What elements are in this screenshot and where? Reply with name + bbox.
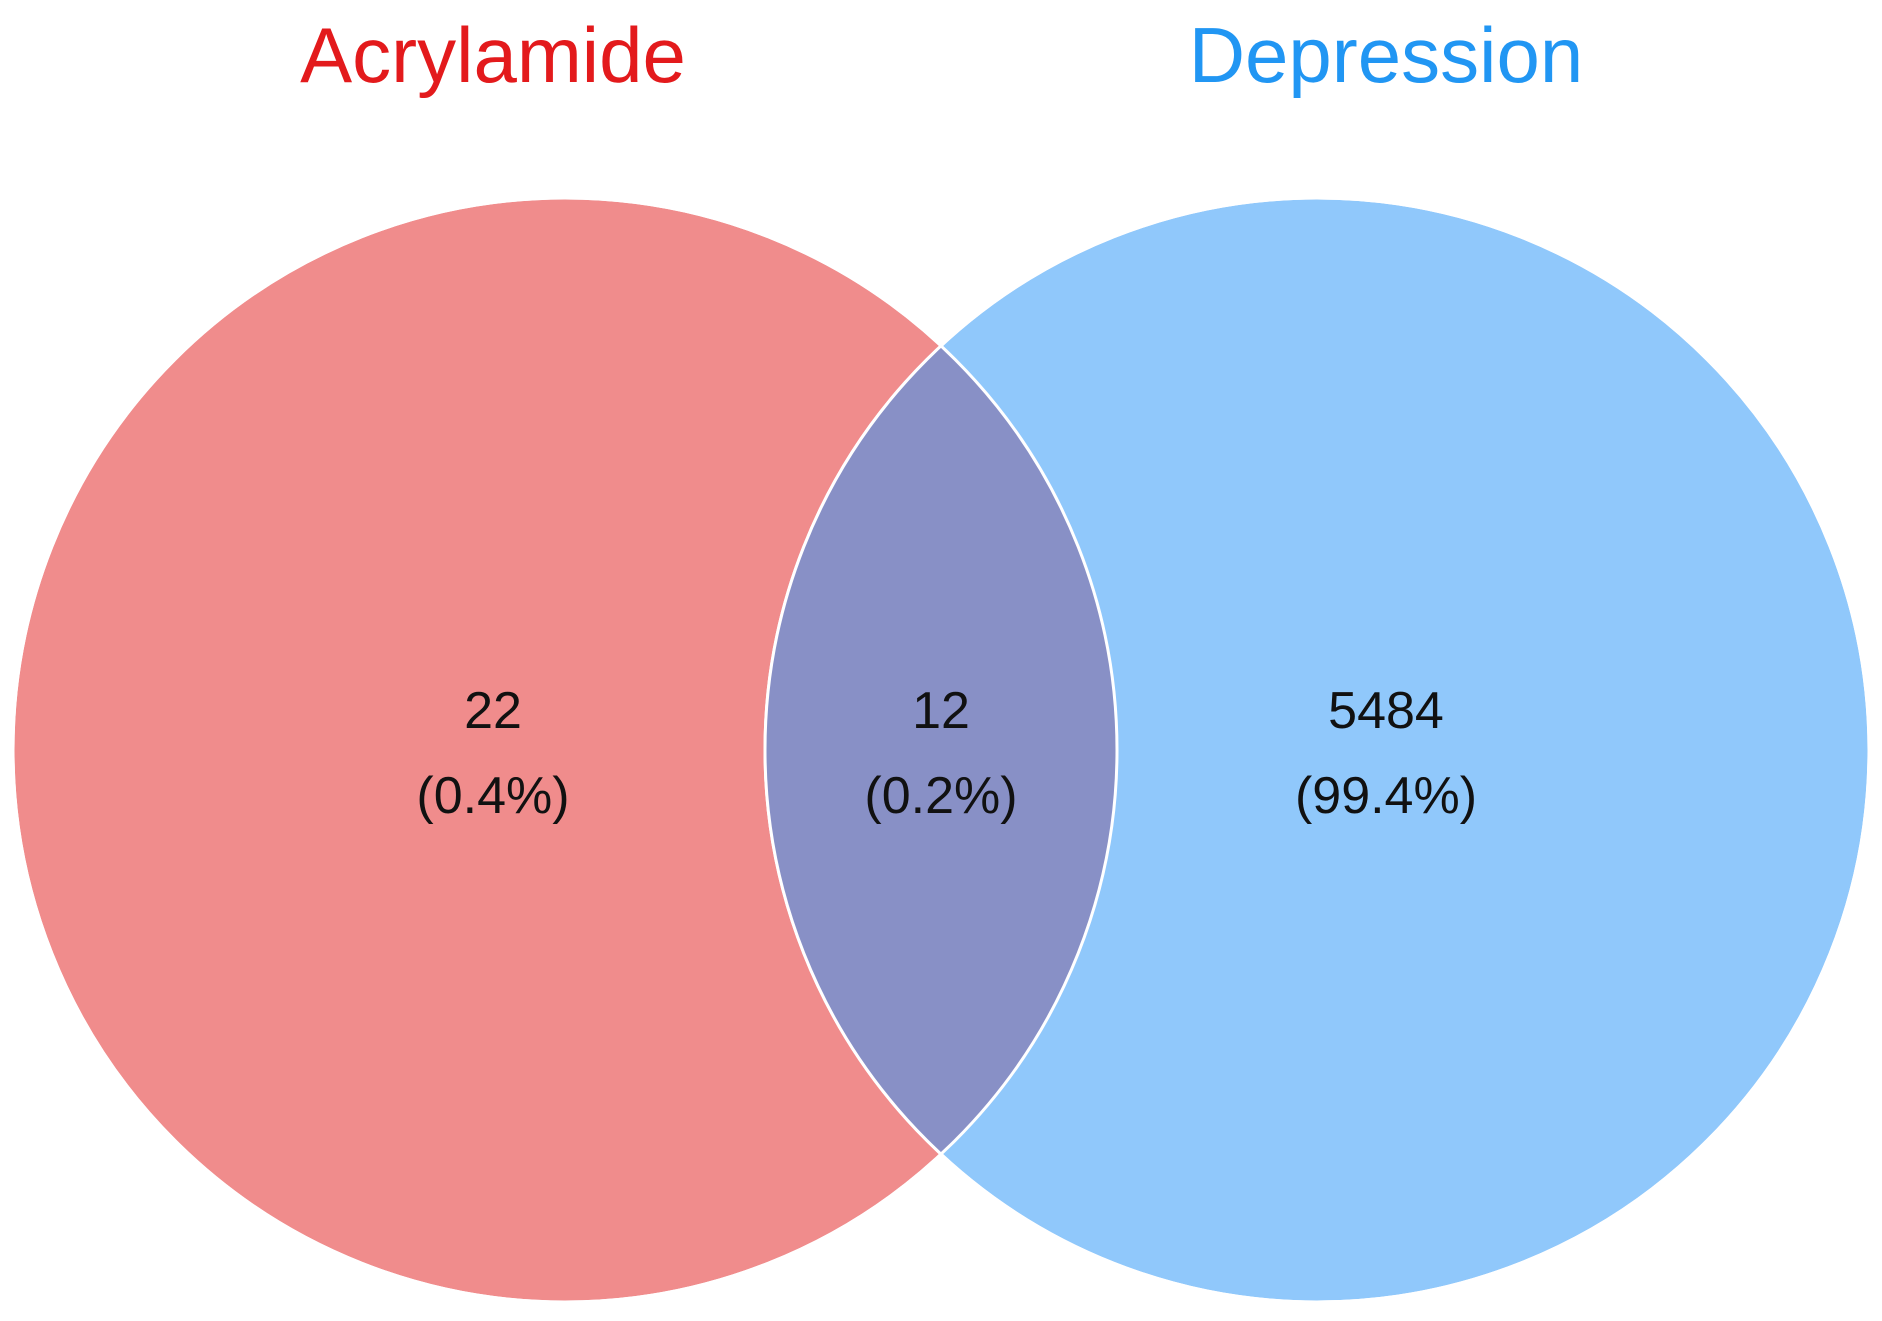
depression-boundary <box>763 196 1871 1304</box>
intersection-percent: (0.2%) <box>864 767 1017 825</box>
acrylamide-only-count: 22 <box>464 682 522 740</box>
depression-only-percent: (99.4%) <box>1295 767 1477 825</box>
acrylamide-boundary <box>11 196 1119 1304</box>
acrylamide-only-percent: (0.4%) <box>416 767 569 825</box>
intersection-count: 12 <box>912 682 970 740</box>
depression-set-title: Depression <box>1189 11 1584 99</box>
intersection-region <box>765 198 1117 1302</box>
depression-only-count: 5484 <box>1328 682 1444 740</box>
acrylamide-set-title: Acrylamide <box>300 11 686 99</box>
